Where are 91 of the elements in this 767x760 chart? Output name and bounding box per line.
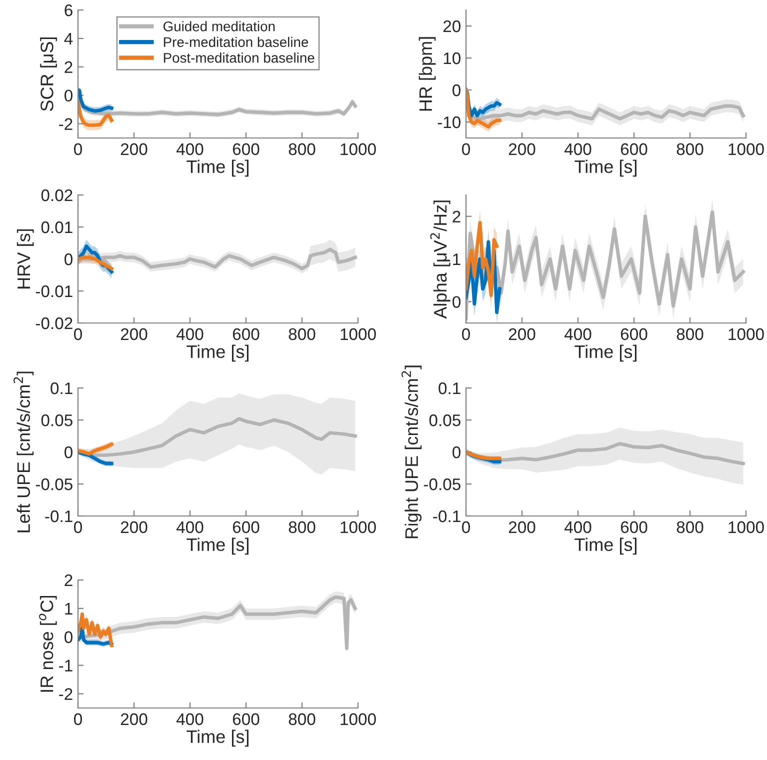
x-tick-label: 0 <box>462 328 470 340</box>
x-tick-label: 800 <box>288 328 316 340</box>
y-axis-title: HRV [s] <box>16 229 34 288</box>
y-tick-label: -0.05 <box>36 478 72 490</box>
y-tick-label: 2 <box>452 210 460 222</box>
y-tick-label: 0 <box>64 446 72 458</box>
y-tick-label: 0.1 <box>50 382 72 394</box>
x-tick-label: 600 <box>620 328 648 340</box>
x-tick-label: 400 <box>564 328 592 340</box>
x-tick-label: 400 <box>564 143 592 156</box>
x-tick-label: 400 <box>176 713 204 726</box>
x-tick-label: 800 <box>676 328 704 340</box>
y-axis-title: Right UPE [cnt/s/cm$^{2}$] <box>402 366 422 538</box>
x-tick-label: 800 <box>676 143 704 156</box>
x-tick-label: 400 <box>176 328 204 340</box>
x-axis-title: Time [s] <box>574 160 636 177</box>
x-tick-label: 400 <box>564 521 592 534</box>
y-tick-label: 0.01 <box>41 221 72 234</box>
y-tick-label: -2 <box>59 118 72 130</box>
x-tick-label: 600 <box>620 521 648 534</box>
x-tick-label: 600 <box>232 328 260 340</box>
y-tick-label: -1 <box>59 660 72 672</box>
y-tick-label: -10 <box>438 116 460 128</box>
x-tick-label: 400 <box>176 521 204 534</box>
y-tick-label: 0 <box>452 296 460 308</box>
y-tick-label: -2 <box>59 688 72 700</box>
legend-label: Pre-meditation baseline <box>164 36 308 48</box>
y-tick-label: -0.02 <box>36 317 72 330</box>
x-tick-label: 200 <box>508 143 536 156</box>
y-tick-label: 1 <box>65 603 72 614</box>
y-tick-label: 1 <box>453 254 460 266</box>
x-tick-label: 1000 <box>340 521 376 534</box>
x-axis-title: Time [s] <box>574 538 636 555</box>
y-tick-label: -0.01 <box>36 285 72 298</box>
y-tick-label: 0 <box>64 90 72 102</box>
x-tick-label: 0 <box>74 521 82 534</box>
x-tick-label: 800 <box>288 713 316 726</box>
y-axis-title: IR nose [$^{o}$C] <box>39 596 57 692</box>
y-tick-label: 4 <box>64 33 73 44</box>
y-axis-title: SCR [μS] <box>40 37 57 111</box>
x-tick-label: 800 <box>676 521 704 534</box>
y-axis-title: Left UPE [cnt/s/cm$^{2}$] <box>14 372 34 532</box>
x-tick-label: 600 <box>620 143 648 156</box>
y-tick-label: 6 <box>64 4 72 16</box>
y-tick-label: -0.05 <box>424 478 460 490</box>
x-axis-title: Time [s] <box>186 344 248 362</box>
x-tick-label: 600 <box>232 521 260 534</box>
x-tick-label: 1000 <box>340 143 376 156</box>
x-tick-label: 0 <box>462 143 470 156</box>
y-tick-label: 0 <box>64 253 72 266</box>
legend-label: Post-meditation baseline <box>164 52 314 63</box>
x-tick-label: 200 <box>120 143 148 156</box>
y-tick-label: 10 <box>444 52 460 64</box>
x-tick-label: 1000 <box>728 328 764 340</box>
x-tick-label: 0 <box>74 713 82 726</box>
y-axis-title: HR [bpm] <box>418 37 436 111</box>
x-tick-label: 0 <box>74 143 82 156</box>
y-tick-label: 0.02 <box>41 189 72 202</box>
x-tick-label: 200 <box>508 521 536 534</box>
y-tick-label: 20 <box>443 20 460 32</box>
x-tick-label: 200 <box>120 713 148 726</box>
x-tick-label: 0 <box>74 328 82 340</box>
x-tick-label: 0 <box>462 521 470 534</box>
x-axis-title: Time [s] <box>186 538 248 555</box>
x-tick-label: 200 <box>120 521 148 534</box>
y-axis-title: Alpha [μV$^{2}$/Hz] <box>430 200 450 319</box>
y-tick-label: 0.05 <box>429 414 460 426</box>
y-tick-label: 0 <box>64 631 72 644</box>
x-axis-title: Time [s] <box>186 730 248 747</box>
y-tick-label: 0.1 <box>438 382 460 394</box>
y-tick-label: -0.1 <box>45 510 72 522</box>
x-axis-title: Time [s] <box>186 160 248 177</box>
x-tick-label: 1000 <box>728 143 764 156</box>
x-axis-title: Time [s] <box>574 344 636 362</box>
y-tick-label: 2 <box>64 574 72 586</box>
y-tick-label: -0.1 <box>433 510 460 522</box>
x-tick-label: 800 <box>288 521 316 534</box>
y-tick-label: 0.05 <box>41 414 72 426</box>
x-tick-label: 600 <box>232 143 260 156</box>
x-tick-label: 1000 <box>340 713 376 726</box>
y-tick-label: 0 <box>452 446 460 458</box>
x-tick-label: 800 <box>288 143 316 156</box>
x-tick-label: 200 <box>508 328 536 340</box>
x-tick-label: 1000 <box>340 328 376 340</box>
y-tick-label: 0 <box>452 84 460 96</box>
x-tick-label: 1000 <box>728 521 764 534</box>
x-tick-label: 200 <box>120 328 148 340</box>
legend-label: Guided meditation <box>163 21 275 32</box>
x-tick-label: 400 <box>176 143 204 156</box>
y-tick-label: 2 <box>64 61 72 73</box>
x-tick-label: 600 <box>232 713 260 726</box>
